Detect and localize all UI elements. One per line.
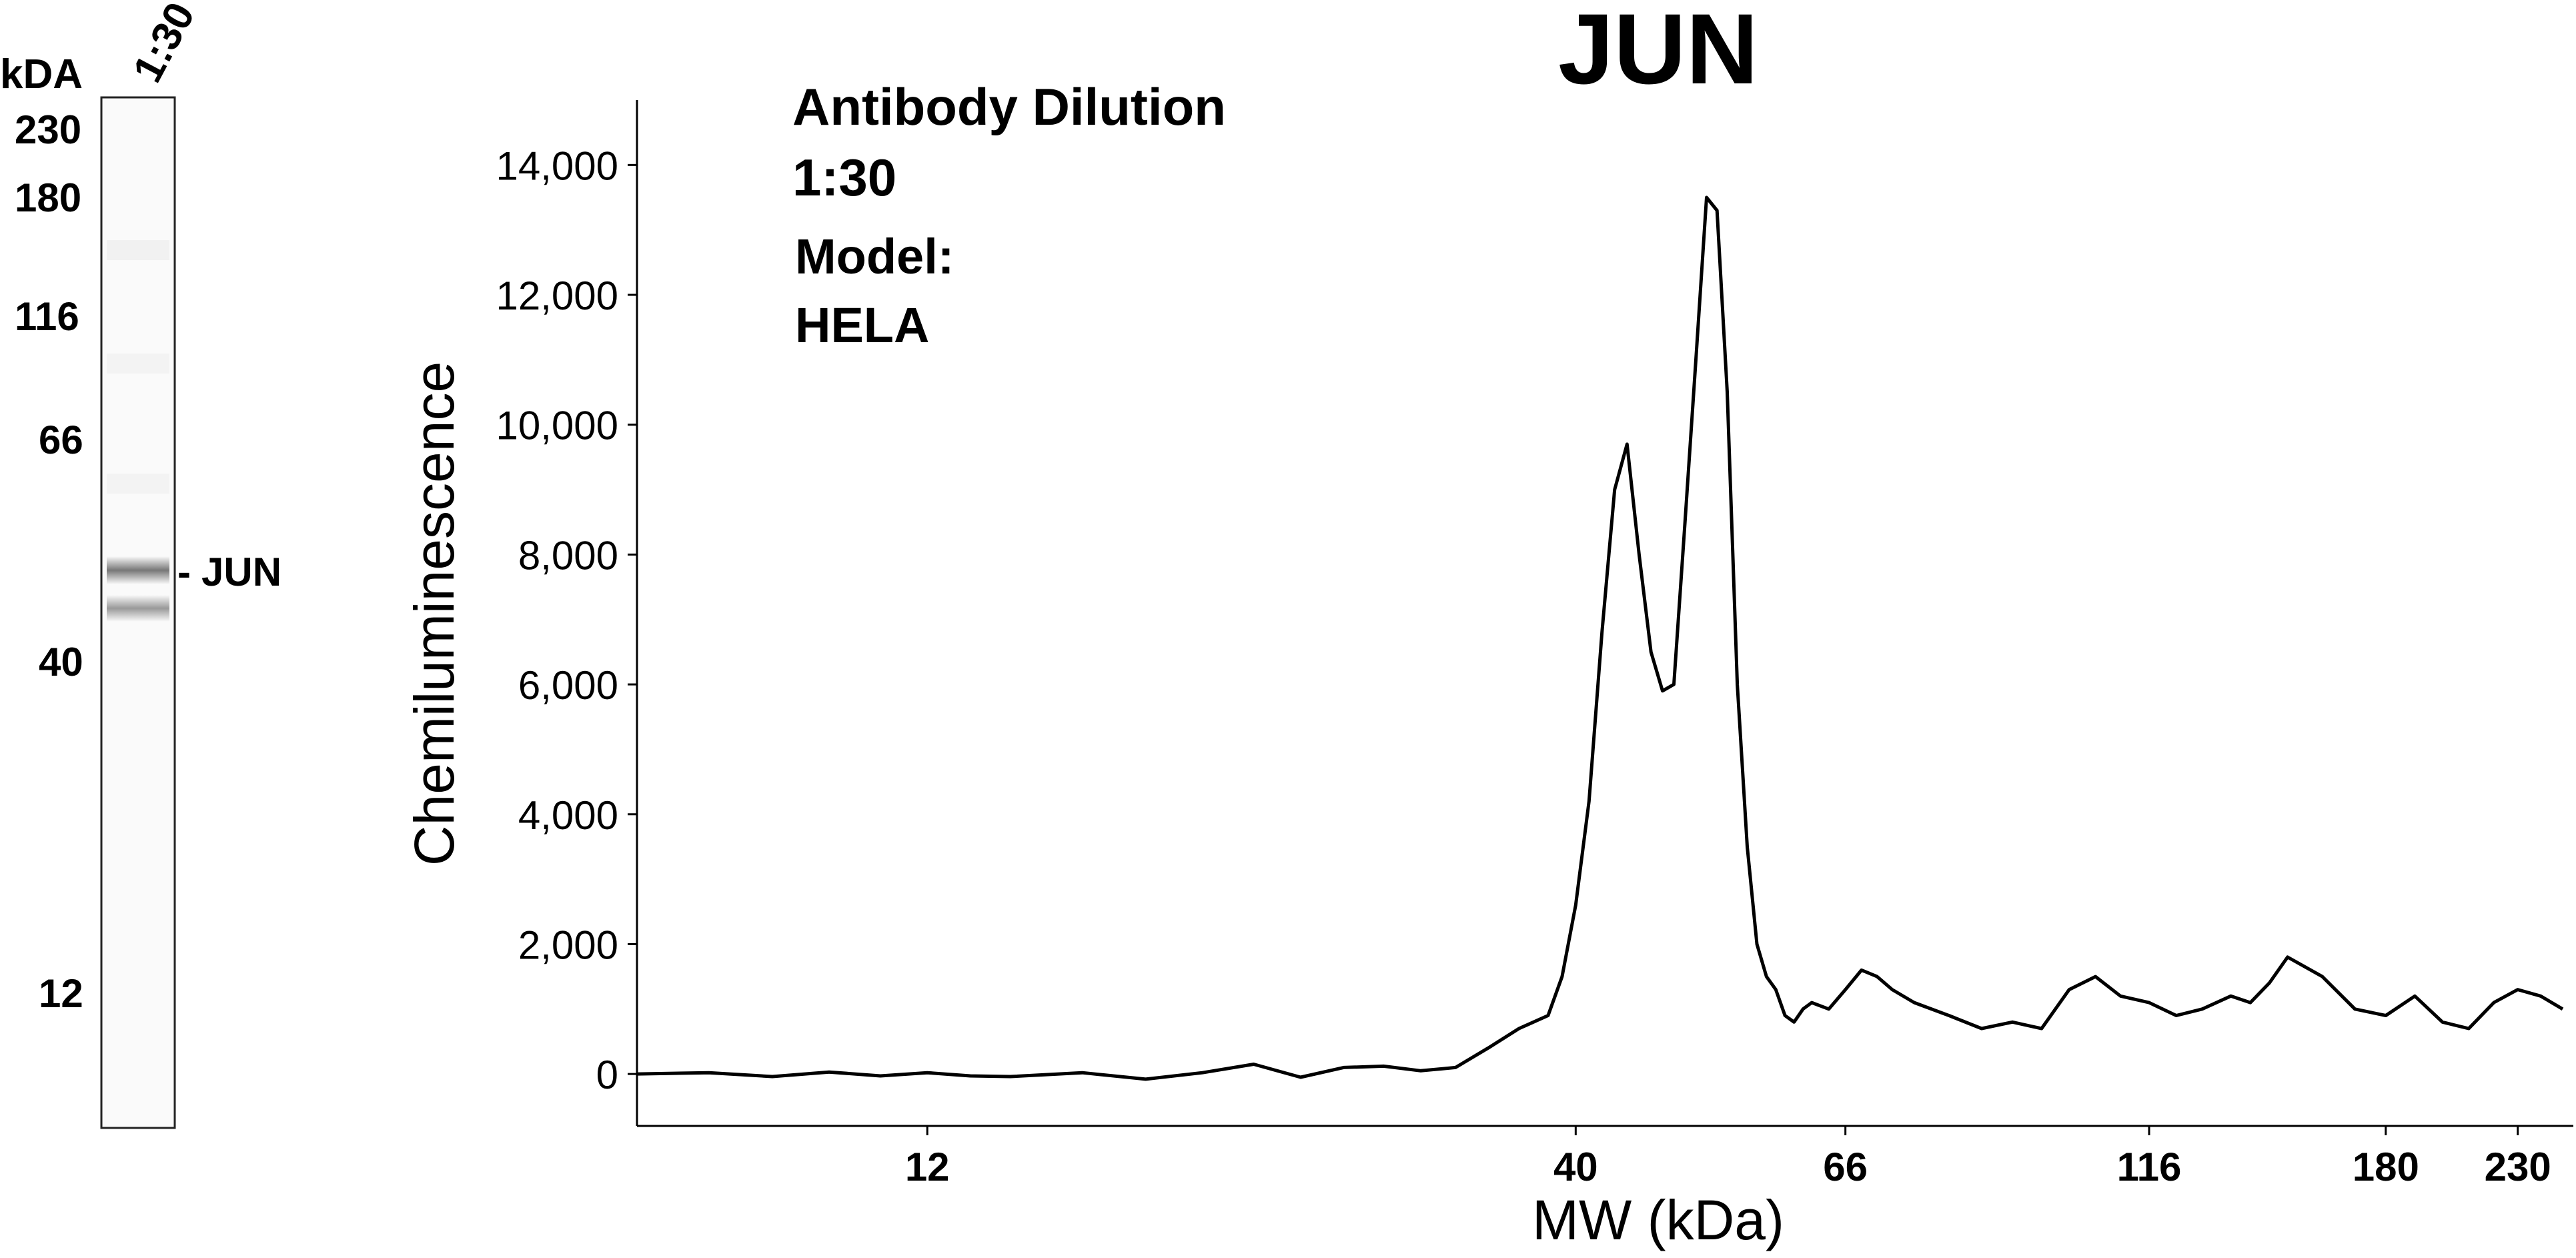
y-axis-label: Chemiluminescence — [403, 362, 466, 866]
ladder-label-180: 180 — [15, 175, 81, 220]
y-tick-label: 12,000 — [496, 273, 618, 318]
y-axis-ticks: 0 2,000 4,000 6,000 8,000 10,000 12,000 14,000 — [496, 143, 637, 1097]
faint-band — [107, 474, 169, 494]
ladder-label-66: 66 — [39, 418, 83, 462]
faint-band — [107, 240, 169, 260]
y-tick-label: 0 — [596, 1053, 618, 1097]
band-marker: - — [177, 550, 191, 594]
jun-band-lower — [107, 595, 169, 622]
faint-band — [107, 354, 169, 374]
x-tick-label: 66 — [1823, 1145, 1868, 1189]
ladder-label-116: 116 — [15, 294, 79, 339]
y-tick-label: 4,000 — [518, 793, 618, 838]
annotation-line-3: Model: — [795, 229, 954, 284]
blot-lane-label: 1:30 — [124, 0, 203, 90]
annotation-line-4: HELA — [795, 297, 929, 353]
ladder-label-40: 40 — [39, 640, 83, 684]
y-tick-label: 10,000 — [496, 404, 618, 448]
jun-band-upper — [107, 556, 169, 584]
y-tick-label: 14,000 — [496, 143, 618, 188]
y-tick-label: 2,000 — [518, 922, 618, 967]
y-tick-label: 6,000 — [518, 663, 618, 708]
band-label-jun: JUN — [201, 550, 281, 594]
x-tick-label: 40 — [1553, 1145, 1598, 1189]
series-line — [636, 195, 2564, 1081]
blot-unit-label: kDA — [0, 51, 83, 97]
x-tick-label: 180 — [2353, 1145, 2419, 1189]
x-axis-ticks: 12 40 66 116 180 230 — [905, 1126, 2551, 1189]
blot-panel: kDA 1:30 230 180 116 66 40 12 - JUN — [0, 0, 281, 1129]
annotation-line-2: 1:30 — [792, 148, 896, 207]
ladder-label-12: 12 — [39, 971, 83, 1016]
x-tick-label: 230 — [2485, 1145, 2551, 1189]
x-tick-label: 116 — [2117, 1145, 2182, 1189]
y-tick-label: 8,000 — [518, 533, 618, 578]
x-axis-label: MW (kDa) — [1532, 1189, 1784, 1251]
chart-title: JUN — [1558, 0, 1758, 105]
electropherogram-chart: JUN Antibody Dilution 1:30 Model: HELA 0… — [403, 0, 2573, 1251]
ladder-label-230: 230 — [15, 107, 81, 152]
annotation-line-1: Antibody Dilution — [792, 77, 1226, 136]
x-tick-label: 12 — [905, 1145, 950, 1189]
